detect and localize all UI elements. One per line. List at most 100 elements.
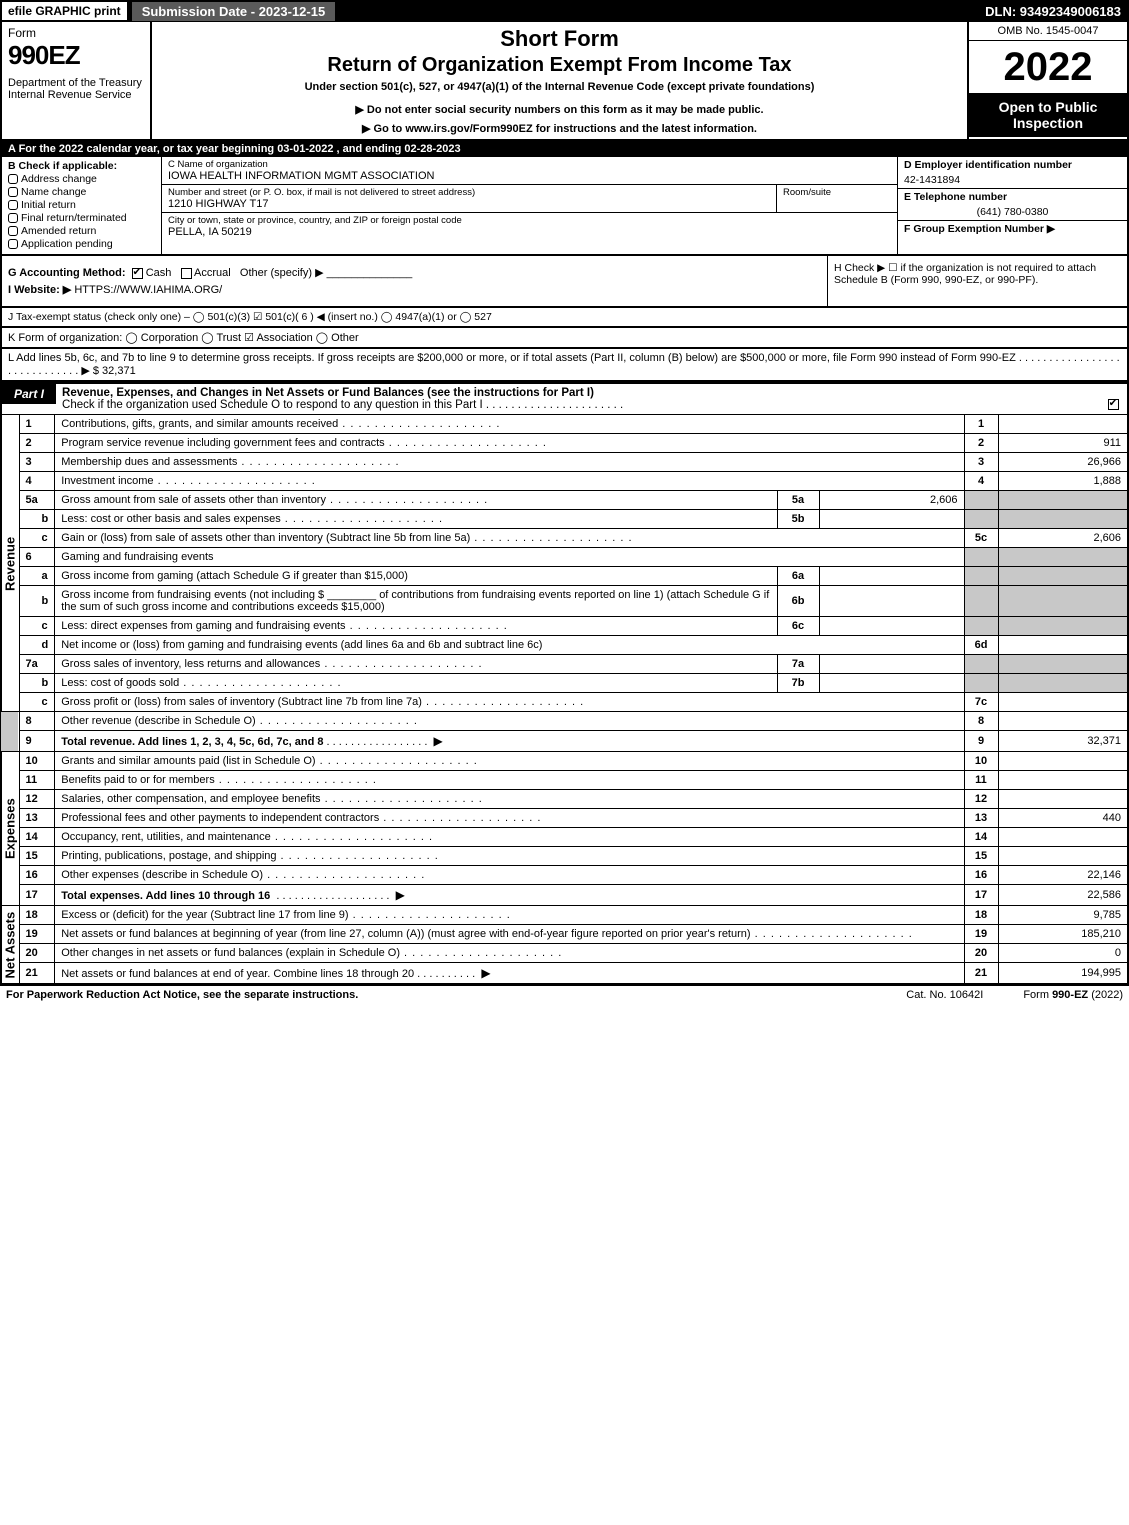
l20-r: 20 xyxy=(964,944,998,963)
l6c-desc: Less: direct expenses from gaming and fu… xyxy=(55,617,777,636)
i-website: I Website: ▶ HTTPS://WWW.IAHIMA.ORG/ xyxy=(8,283,821,296)
c-name-label: C Name of organization xyxy=(168,159,891,170)
chk-address[interactable] xyxy=(8,174,18,184)
l6b-desc: Gross income from fundraising events (no… xyxy=(55,586,777,617)
note-goto: ▶ Go to www.irs.gov/Form990EZ for instru… xyxy=(160,122,959,135)
l7c-r: 7c xyxy=(964,693,998,712)
l15-desc: Printing, publications, postage, and shi… xyxy=(55,847,964,866)
l7b-g xyxy=(964,674,998,693)
part1-tab: Part I xyxy=(2,384,56,404)
l9-r: 9 xyxy=(964,731,998,752)
l16-desc: Other expenses (describe in Schedule O) xyxy=(55,866,964,885)
l1-rnum: 1 xyxy=(964,415,998,434)
footer-formref: Form 990-EZ (2022) xyxy=(1023,989,1123,1001)
chk-final[interactable] xyxy=(8,213,18,223)
l3-r: 3 xyxy=(964,453,998,472)
opt-initial: Initial return xyxy=(21,199,76,211)
part1-check[interactable] xyxy=(1108,399,1119,410)
l5a-bv: 2,606 xyxy=(819,491,964,510)
col-d: D Employer identification number 42-1431… xyxy=(897,157,1127,254)
l17-v: 22,586 xyxy=(998,885,1128,906)
l19-desc: Net assets or fund balances at beginning… xyxy=(55,925,964,944)
l20-num: 20 xyxy=(19,944,55,963)
l-text: L Add lines 5b, 6c, and 7b to line 9 to … xyxy=(8,352,1120,377)
opt-amended: Amended return xyxy=(21,225,96,237)
l7c-num: c xyxy=(19,693,55,712)
footer-catno: Cat. No. 10642I xyxy=(906,989,983,1001)
l12-r: 12 xyxy=(964,790,998,809)
l5b-desc: Less: cost or other basis and sales expe… xyxy=(55,510,777,529)
l21-r: 21 xyxy=(964,963,998,985)
e-tel-label: E Telephone number xyxy=(904,191,1007,203)
l5b-bv xyxy=(819,510,964,529)
l5a-g xyxy=(964,491,998,510)
form-number: 990EZ xyxy=(8,40,144,71)
l16-r: 16 xyxy=(964,866,998,885)
b-header: B Check if applicable: xyxy=(8,160,155,172)
l20-v: 0 xyxy=(998,944,1128,963)
l2-v: 911 xyxy=(998,434,1128,453)
l7c-desc: Gross profit or (loss) from sales of inv… xyxy=(55,693,964,712)
opt-name: Name change xyxy=(21,186,86,198)
l19-v: 185,210 xyxy=(998,925,1128,944)
l14-v xyxy=(998,828,1128,847)
l21-v: 194,995 xyxy=(998,963,1128,985)
l5b-num: b xyxy=(19,510,55,529)
row-l: L Add lines 5b, 6c, and 7b to line 9 to … xyxy=(0,349,1129,382)
org-name: IOWA HEALTH INFORMATION MGMT ASSOCIATION xyxy=(168,170,891,182)
website-link[interactable]: HTTPS://WWW.IAHIMA.ORG/ xyxy=(74,284,222,296)
l18-desc: Excess or (deficit) for the year (Subtra… xyxy=(55,906,964,925)
l14-num: 14 xyxy=(19,828,55,847)
l6d-num: d xyxy=(19,636,55,655)
row-gh: G Accounting Method: Cash Accrual Other … xyxy=(0,256,1129,308)
omb: OMB No. 1545-0047 xyxy=(969,22,1127,41)
chk-cash[interactable] xyxy=(132,268,143,279)
l21-desc: Net assets or fund balances at end of ye… xyxy=(55,963,964,985)
l6a-desc: Gross income from gaming (attach Schedul… xyxy=(55,567,777,586)
l3-v: 26,966 xyxy=(998,453,1128,472)
l19-num: 19 xyxy=(19,925,55,944)
lines-table: Revenue 1 Contributions, gifts, grants, … xyxy=(0,414,1129,985)
l7b-bv xyxy=(819,674,964,693)
chk-initial[interactable] xyxy=(8,200,18,210)
l15-r: 15 xyxy=(964,847,998,866)
side-netassets: Net Assets xyxy=(1,906,19,985)
l6c-b: 6c xyxy=(777,617,819,636)
l7a-gv xyxy=(998,655,1128,674)
f-group-label: F Group Exemption Number ▶ xyxy=(904,223,1055,235)
dept: Department of the Treasury Internal Reve… xyxy=(8,77,144,101)
irs-link[interactable]: www.irs.gov/Form990EZ xyxy=(405,123,532,135)
l8-desc: Other revenue (describe in Schedule O) xyxy=(55,712,964,731)
l7a-num: 7a xyxy=(19,655,55,674)
h-text: H Check ▶ ☐ if the organization is not r… xyxy=(834,262,1096,286)
chk-amended[interactable] xyxy=(8,226,18,236)
l7a-desc: Gross sales of inventory, less returns a… xyxy=(55,655,777,674)
l16-num: 16 xyxy=(19,866,55,885)
chk-name[interactable] xyxy=(8,187,18,197)
chk-accrual[interactable] xyxy=(181,268,192,279)
g-accounting: G Accounting Method: Cash Accrual Other … xyxy=(8,266,821,279)
l10-desc: Grants and similar amounts paid (list in… xyxy=(55,752,964,771)
l6d-v xyxy=(998,636,1128,655)
l11-r: 11 xyxy=(964,771,998,790)
opt-final: Final return/terminated xyxy=(21,212,127,224)
title-return: Return of Organization Exempt From Incom… xyxy=(160,54,959,77)
room-label: Room/suite xyxy=(777,185,897,212)
l15-v xyxy=(998,847,1128,866)
col-b: B Check if applicable: Address change Na… xyxy=(2,157,162,254)
c-street-label: Number and street (or P. O. box, if mail… xyxy=(168,187,770,198)
l20-desc: Other changes in net assets or fund bala… xyxy=(55,944,964,963)
form-word: Form xyxy=(8,26,144,40)
l6c-num: c xyxy=(19,617,55,636)
l2-num: 2 xyxy=(19,434,55,453)
l6a-g xyxy=(964,567,998,586)
l6b-gv xyxy=(998,586,1128,617)
l1-val xyxy=(998,415,1128,434)
l11-num: 11 xyxy=(19,771,55,790)
col-c: C Name of organization IOWA HEALTH INFOR… xyxy=(162,157,897,254)
l7b-desc: Less: cost of goods sold xyxy=(55,674,777,693)
row-j: J Tax-exempt status (check only one) – ◯… xyxy=(0,308,1129,328)
chk-pending[interactable] xyxy=(8,239,18,249)
l1-num: 1 xyxy=(19,415,55,434)
city: PELLA, IA 50219 xyxy=(168,226,891,238)
